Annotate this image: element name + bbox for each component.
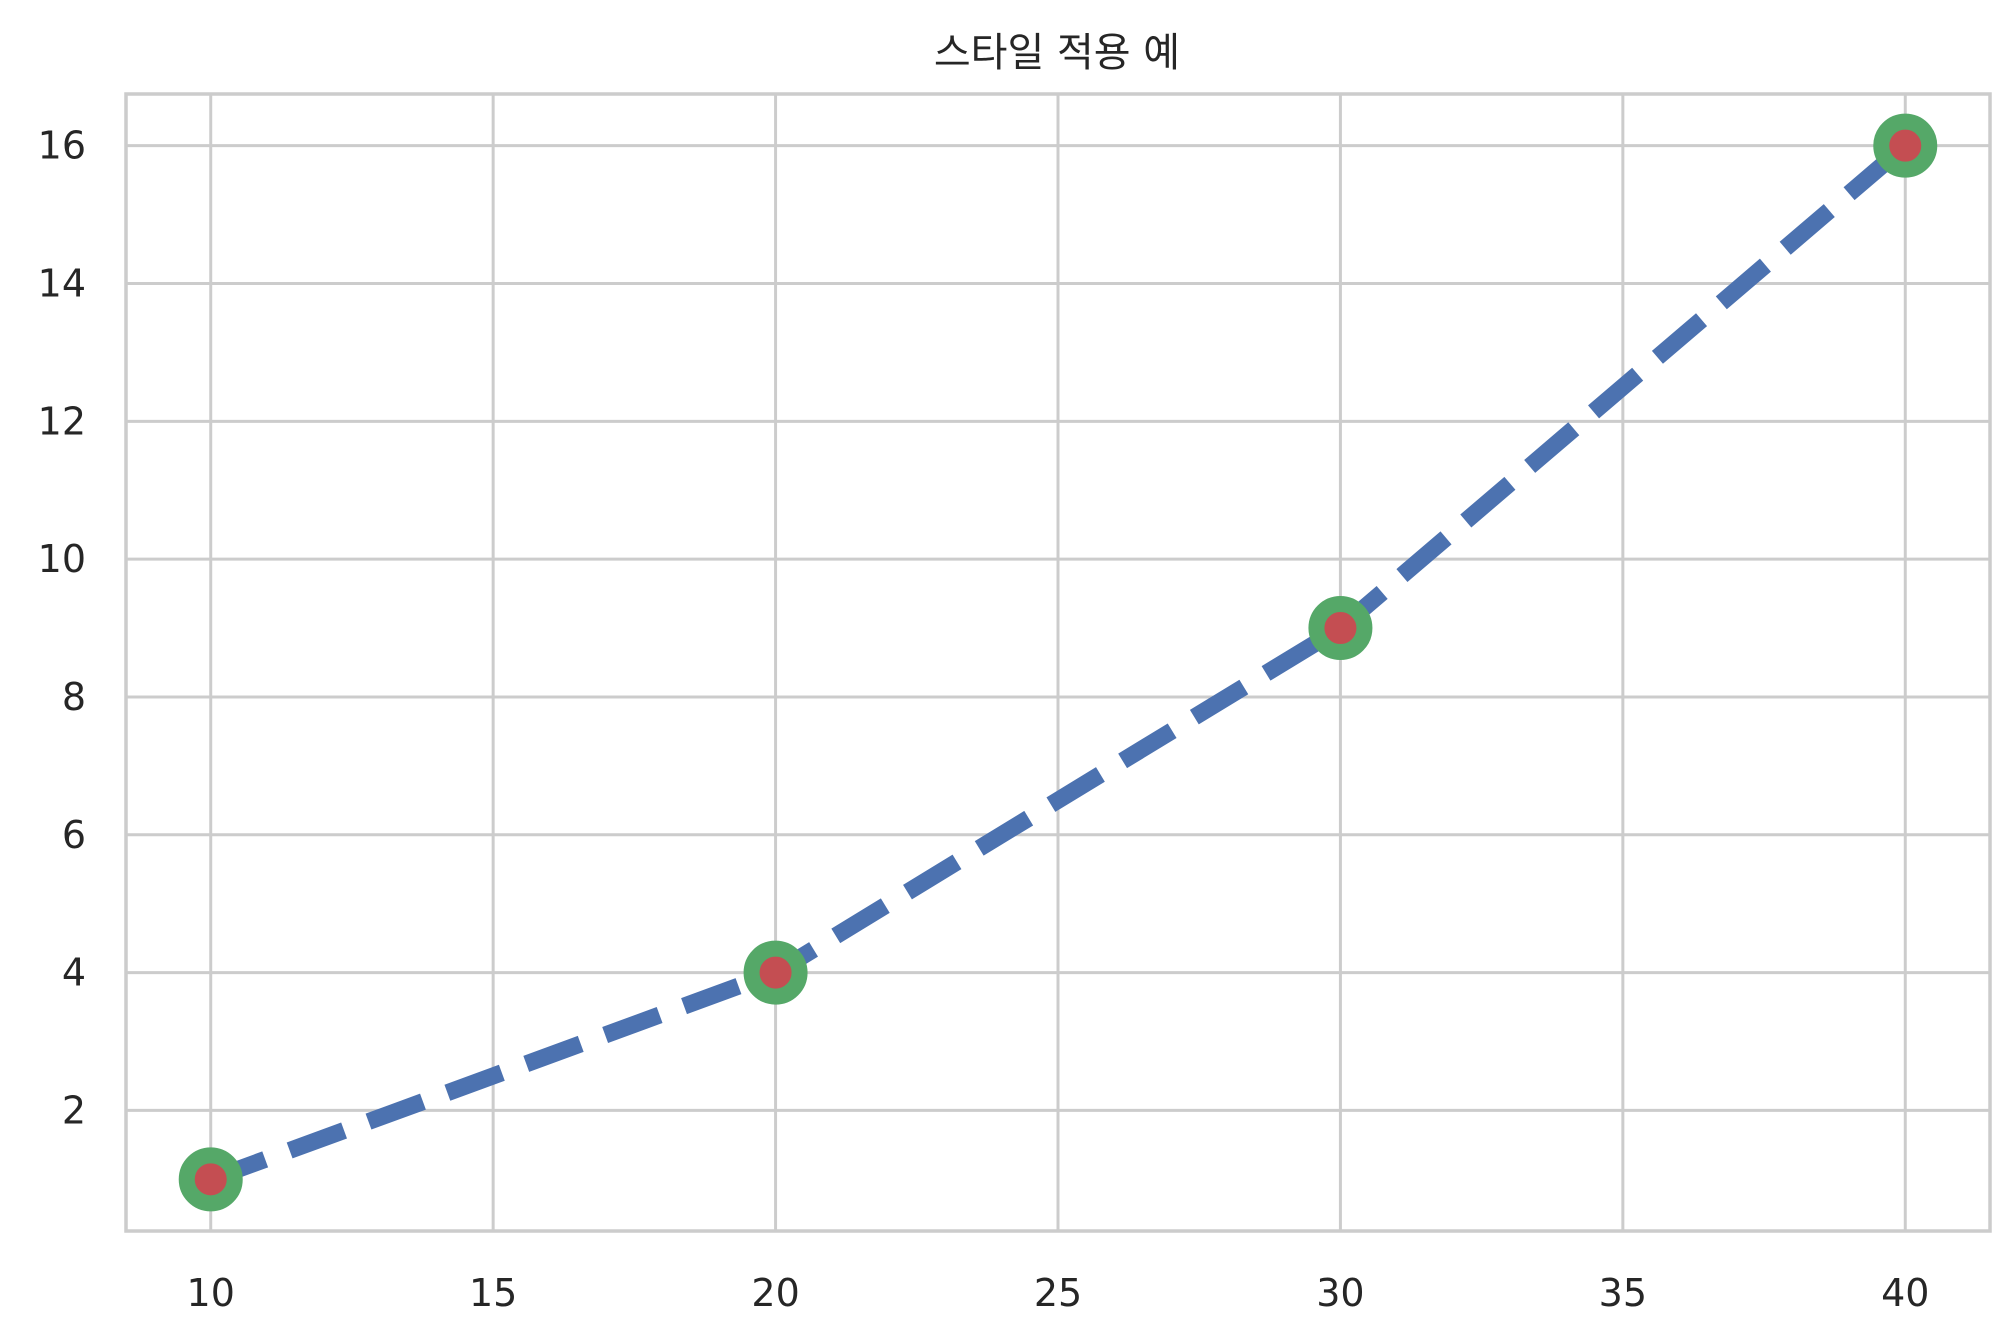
data-point	[178, 1147, 243, 1212]
plot-frame	[124, 92, 1992, 1233]
grid	[126, 94, 1990, 1231]
data-point	[1873, 113, 1938, 178]
x-axis-ticks: 10 15 20 25 30 35 40	[187, 1271, 1930, 1315]
y-tick-label: 10	[38, 537, 86, 581]
x-tick-label: 20	[751, 1271, 799, 1315]
chart-title: 스타일 적용 예	[934, 30, 1180, 76]
y-tick-label: 8	[62, 675, 86, 719]
y-tick-label: 12	[38, 399, 86, 443]
y-tick-label: 14	[38, 262, 86, 306]
y-axis-ticks: 2 4 6 8 10 12 14 16	[38, 124, 86, 1133]
series-line	[207, 139, 1911, 1188]
y-tick-label: 6	[62, 813, 86, 857]
x-tick-label: 30	[1316, 1271, 1364, 1315]
x-tick-label: 40	[1881, 1271, 1929, 1315]
series-layer	[178, 113, 1938, 1212]
x-tick-label: 10	[187, 1271, 235, 1315]
data-point	[1308, 596, 1373, 661]
x-tick-label: 25	[1034, 1271, 1082, 1315]
y-tick-label: 16	[38, 124, 86, 168]
y-tick-label: 2	[62, 1088, 86, 1132]
x-tick-label: 35	[1599, 1271, 1647, 1315]
y-tick-label: 4	[62, 951, 86, 995]
x-tick-label: 15	[469, 1271, 517, 1315]
data-point	[743, 940, 808, 1005]
